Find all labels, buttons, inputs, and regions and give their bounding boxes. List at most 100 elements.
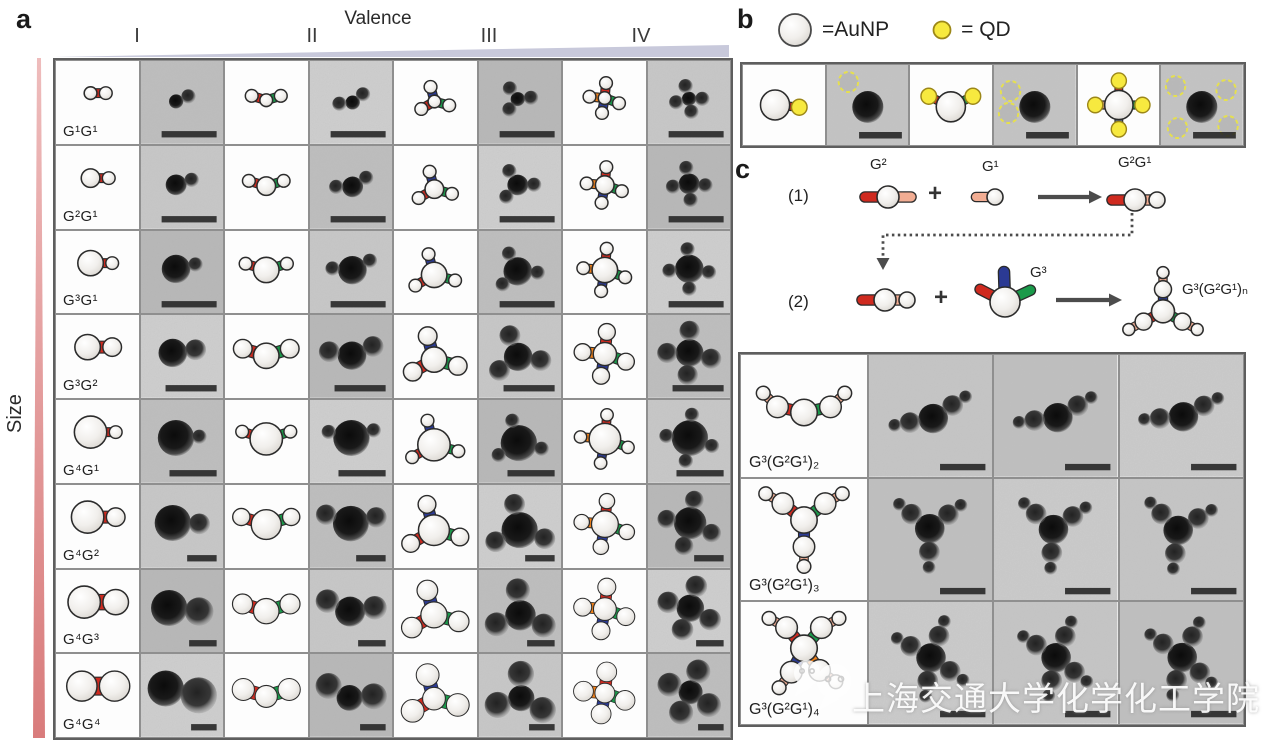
panel-a-schematic-G⁴G³-valence-4 — [562, 568, 647, 654]
panel-a-tem-G³G¹-valence-2 — [308, 229, 393, 315]
tem-image — [869, 602, 993, 724]
panel-a-schematic-G³G¹-valence-3 — [393, 229, 478, 315]
molecule-schematic — [241, 173, 291, 196]
panel-b-schematic-valence-1 — [742, 64, 826, 146]
molecule-schematic — [573, 492, 636, 555]
tem-image — [309, 484, 392, 568]
molecule-schematic — [579, 159, 629, 210]
tem-image — [309, 569, 392, 653]
molecule-schematic — [920, 87, 982, 123]
panel-a-tem-G²G¹-valence-2 — [308, 144, 393, 230]
panel-a-tem-G⁴G⁴-valence-4 — [646, 653, 731, 738]
tem-image — [309, 230, 392, 314]
panel-a-schematic-G⁴G¹-valence-3 — [393, 399, 478, 484]
panel-a-schematic-G³G¹-valence-4 — [562, 229, 647, 315]
panel-c-tem-G³(G²G¹)₄-2 — [993, 601, 1119, 725]
panel-a-tem-G⁴G¹-valence-2 — [308, 399, 393, 484]
molecule-schematic — [231, 678, 301, 709]
tem-image — [309, 61, 392, 144]
tem-image — [478, 484, 561, 568]
molecule-g1 — [959, 165, 1029, 221]
tem-image — [140, 230, 223, 314]
molecule-schematic — [232, 507, 301, 540]
tem-image — [826, 65, 909, 145]
tem-image — [478, 61, 561, 144]
panel-a-schematic-G¹G¹-valence-4 — [562, 60, 647, 145]
qd-legend-icon — [932, 20, 952, 40]
tem-image — [140, 654, 223, 737]
panel-a-tem-G⁴G⁴-valence-3 — [477, 653, 562, 738]
panel-a-schematic-G⁴G⁴-valence-2 — [224, 653, 309, 738]
valence-axis-title: Valence — [344, 8, 412, 29]
tem-image — [994, 355, 1118, 477]
panel-a-tem-G³G²-valence-1 — [139, 314, 224, 399]
tem-image — [478, 230, 561, 314]
molecule-schematic — [411, 164, 460, 205]
molecule-schematic — [576, 241, 633, 298]
panel-a-schematic-G⁴G⁴-valence-4 — [562, 653, 647, 738]
step-2-plus: + — [934, 284, 949, 311]
panel-a-tem-G²G¹-valence-3 — [477, 144, 562, 230]
molecule-schematic — [77, 249, 120, 277]
tem-image — [478, 400, 561, 483]
step-2-product-label: G³(G²G¹)ₙ — [1182, 281, 1248, 298]
row-label: G³(G²G¹)₃ — [749, 577, 820, 595]
panel-a-schematic-G⁴G¹-valence-1: G⁴G¹ — [55, 399, 140, 484]
molecule-g3 — [953, 252, 1065, 344]
tem-image — [309, 315, 392, 398]
molecule-schematic — [755, 385, 853, 427]
row-label: G⁴G³ — [63, 631, 100, 649]
panel-c-tem-G³(G²G¹)₄-3 — [1118, 601, 1244, 725]
panel-c-tem-G³(G²G¹)₂-2 — [993, 354, 1119, 478]
panel-a-schematic-G⁴G³-valence-2 — [224, 568, 309, 654]
panel-a-schematic-G⁴G¹-valence-4 — [562, 399, 647, 484]
panel-a-tem-G⁴G²-valence-2 — [308, 483, 393, 569]
tem-image — [140, 61, 223, 144]
molecule-schematic — [231, 592, 301, 624]
tem-image — [647, 569, 730, 653]
panel-b-label: b — [737, 4, 754, 34]
panel-c-tem-G³(G²G¹)₃-3 — [1118, 477, 1244, 602]
molecule-schematic — [758, 485, 850, 574]
panel-a-schematic-G³G¹-valence-1: G³G¹ — [55, 229, 140, 315]
molecule-schematic — [573, 577, 636, 640]
row-label: G⁴G¹ — [63, 461, 100, 479]
molecule-schematic — [74, 333, 123, 361]
panel-c-grid: G³(G²G¹)₂ G³(G²G¹)₃ G³(G²G¹)₄ — [738, 352, 1246, 727]
panel-a-schematic-G²G¹-valence-3 — [393, 144, 478, 230]
tem-image — [1119, 355, 1243, 477]
panel-b-strip — [740, 62, 1246, 148]
tem-image — [994, 602, 1118, 724]
row-label: G²G¹ — [63, 207, 98, 225]
molecule-g2 — [844, 161, 936, 227]
molecule-schematic — [73, 415, 123, 449]
tem-image — [647, 315, 730, 398]
size-wedge — [33, 58, 45, 738]
molecule-schematic — [232, 338, 300, 370]
panel-b-tem-valence-4 — [1160, 64, 1244, 146]
panel-a-schematic-G⁴G⁴-valence-3 — [393, 653, 478, 738]
molecule-g3-g2g1-n — [1109, 250, 1239, 352]
panel-a-grid: G¹G¹ G²G¹ G³G¹ G³G² G⁴G¹ G⁴G² G⁴G³ G⁴G⁴ — [53, 58, 733, 740]
panel-a-tem-G⁴G³-valence-2 — [308, 568, 393, 654]
molecule-g2g1-reactant — [845, 264, 957, 330]
tem-image — [478, 569, 561, 653]
panel-a-tem-G³G¹-valence-3 — [477, 229, 562, 315]
molecule-schematic — [67, 584, 130, 619]
molecule-schematic — [573, 407, 635, 470]
panel-c-tem-G³(G²G¹)₃-2 — [993, 477, 1119, 602]
panel-a-schematic-G¹G¹-valence-3 — [393, 60, 478, 145]
panel-a-schematic-G⁴G²-valence-3 — [393, 483, 478, 569]
tem-image — [140, 145, 223, 229]
tem-image — [647, 654, 730, 737]
tem-image — [1119, 478, 1243, 601]
molecule-schematic — [405, 413, 466, 465]
tem-image — [993, 65, 1076, 145]
tem-image — [869, 355, 993, 477]
molecule-g2g1-product — [1095, 164, 1207, 230]
step-1-product-label: G²G¹ — [1118, 154, 1152, 171]
panel-a-tem-G⁴G²-valence-4 — [646, 483, 731, 569]
panel-a-schematic-G²G¹-valence-2 — [224, 144, 309, 230]
panel-a-tem-G⁴G⁴-valence-1 — [139, 653, 224, 738]
